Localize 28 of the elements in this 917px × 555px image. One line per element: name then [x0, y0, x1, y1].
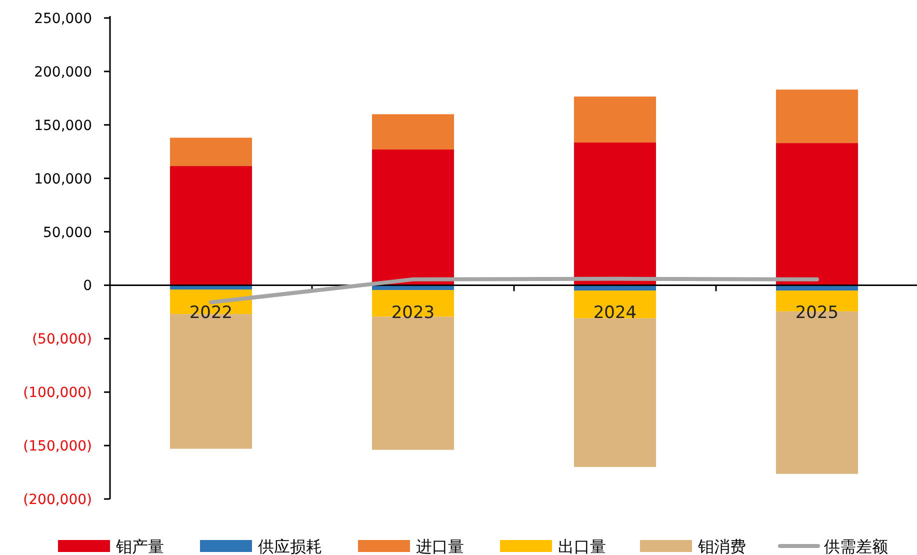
legend-label: 钼消费 — [697, 537, 746, 555]
bar — [372, 316, 454, 450]
bar — [372, 114, 454, 150]
legend-label: 出口量 — [558, 537, 606, 555]
bar — [170, 138, 252, 166]
y-tick-label: 200,000 — [34, 64, 92, 80]
legend-label: 供应损耗 — [258, 537, 322, 555]
y-tick-label: 150,000 — [34, 118, 92, 134]
bar — [776, 143, 858, 286]
bar — [372, 149, 454, 286]
bar — [170, 166, 252, 286]
legend-label: 供需差额 — [824, 537, 888, 555]
y-tick-label: 0 — [83, 278, 92, 294]
bar — [574, 142, 656, 286]
bar — [574, 318, 656, 467]
bar — [574, 290, 656, 318]
y-tick-label: (50,000) — [32, 332, 92, 348]
bar — [776, 90, 858, 144]
y-tick-label: (100,000) — [23, 385, 92, 402]
y-tick-label: 250,000 — [34, 11, 92, 27]
legend-label: 钼产量 — [115, 537, 164, 555]
bar — [574, 96, 656, 143]
x-tick-label: 2024 — [593, 303, 637, 324]
y-tick-label: 50,000 — [43, 224, 92, 241]
legend-label: 进口量 — [416, 537, 464, 555]
y-tick-label: (200,000) — [23, 492, 92, 508]
y-tick-label: (150,000) — [23, 438, 92, 455]
y-tick-label: 100,000 — [34, 171, 92, 188]
